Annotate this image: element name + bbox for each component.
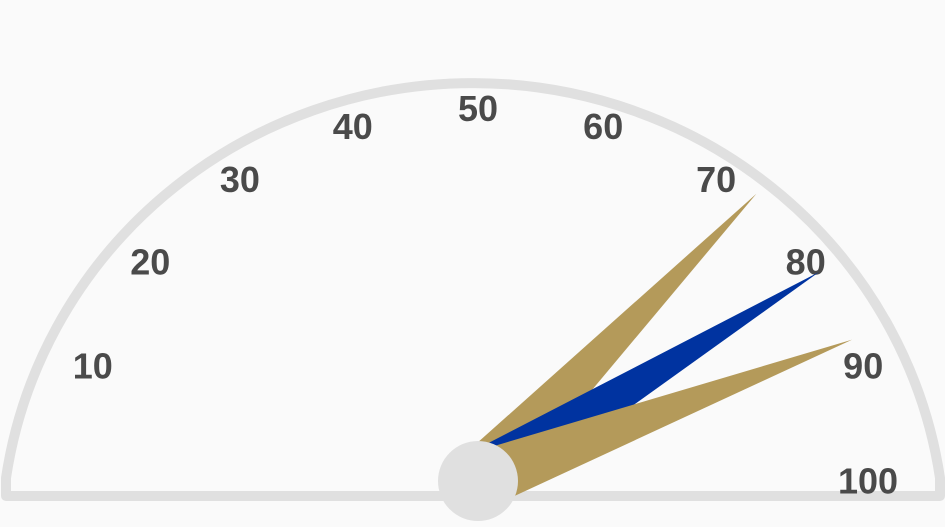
- needle-3: [467, 339, 853, 509]
- gauge-hub: [438, 441, 518, 521]
- tick-label-60: 60: [583, 106, 623, 147]
- tick-label-30: 30: [220, 159, 260, 200]
- gauge-arc: [1, 78, 945, 501]
- tick-label-40: 40: [333, 106, 373, 147]
- tick-label-100: 100: [838, 461, 898, 502]
- tick-label-90: 90: [843, 345, 883, 386]
- needles: [457, 193, 853, 509]
- tick-label-50: 50: [458, 88, 498, 129]
- tick-label-10: 10: [73, 345, 113, 386]
- tick-labels: 10 20 30 40 50 60 70 80 90 100: [73, 88, 898, 502]
- tick-label-20: 20: [130, 242, 170, 283]
- tick-label-80: 80: [786, 242, 826, 283]
- tick-label-70: 70: [696, 159, 736, 200]
